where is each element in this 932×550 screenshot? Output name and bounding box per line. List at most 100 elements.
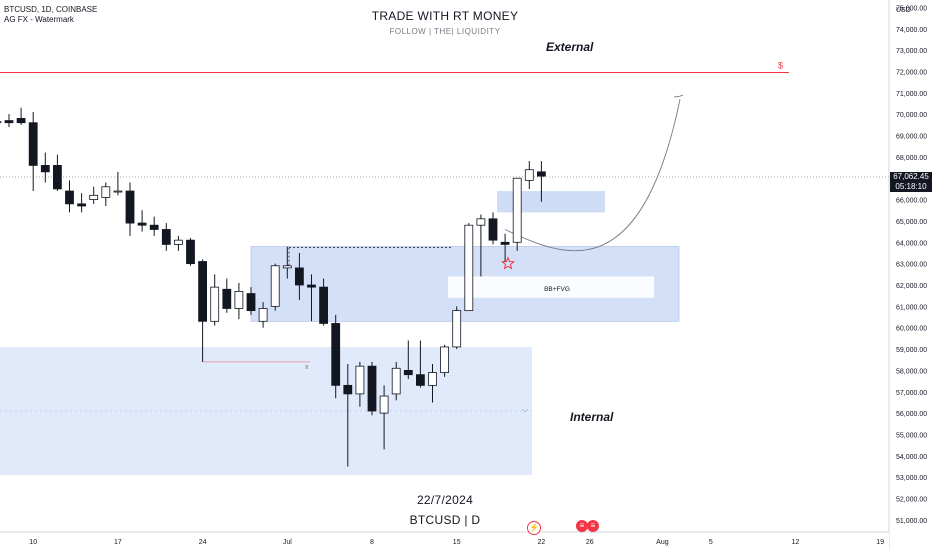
candle — [4, 114, 14, 127]
candle-body — [512, 177, 522, 243]
candle-body — [270, 265, 280, 307]
candle-body — [125, 190, 135, 224]
candle-body — [186, 239, 195, 265]
candle-body — [391, 367, 401, 395]
y-tick-label: 58,000.00 — [896, 368, 927, 375]
y-tick-label: 75,000.00 — [896, 5, 927, 12]
candle-body — [500, 241, 510, 245]
candle-body — [173, 239, 183, 245]
candle-body — [464, 224, 474, 312]
candle-body — [331, 323, 341, 386]
internal-label: Internal — [570, 410, 614, 424]
y-tick-label: 53,000.00 — [896, 475, 927, 482]
candle-body — [198, 261, 208, 322]
candle-body — [258, 308, 268, 322]
candle-body — [294, 267, 304, 286]
external-label: External — [546, 40, 594, 54]
time-axis: 10 17 24 Jul 8 15 22 26 Aug 5 12 19 — [0, 531, 889, 550]
candle-body — [101, 186, 111, 198]
x-tick-label: 19 — [876, 539, 884, 546]
x-tick-label: 15 — [453, 539, 461, 546]
x-tick-label: 5 — [709, 539, 713, 546]
candle — [16, 107, 26, 125]
y-tick-label: 56,000.00 — [896, 411, 927, 418]
x-tick-label: 22 — [538, 539, 546, 546]
candle — [512, 177, 522, 251]
candle-body — [488, 218, 498, 241]
y-tick-label: 70,000.00 — [896, 112, 927, 119]
y-tick-label: 68,000.00 — [896, 155, 927, 162]
candle — [53, 154, 62, 192]
y-tick-label: 60,000.00 — [896, 326, 927, 333]
x-tick-label: 8 — [370, 539, 374, 546]
candle-body — [524, 169, 534, 181]
candle — [355, 361, 365, 407]
candle — [65, 180, 74, 213]
candle — [234, 282, 244, 320]
candle-body — [246, 293, 256, 312]
candle-body — [379, 395, 389, 414]
watermark-date: 22/7/2024 — [416, 493, 474, 507]
line-layer: $x — [0, 61, 889, 413]
candle — [40, 152, 50, 183]
candle — [28, 112, 38, 192]
us-flag-icon[interactable]: ≡ — [587, 520, 599, 532]
y-tick-label: 64,000.00 — [896, 240, 927, 247]
indicator-label[interactable]: AG FX - Watermark — [4, 15, 74, 24]
y-tick-label: 72,000.00 — [896, 69, 927, 76]
y-tick-label: 57,000.00 — [896, 390, 927, 397]
internal-chevron-icon — [521, 408, 529, 413]
candle-body — [343, 384, 353, 395]
y-tick-label: 65,000.00 — [896, 219, 927, 226]
x-tick-label: 24 — [199, 539, 207, 546]
dollar-label: $ — [778, 61, 783, 71]
fvg-label: BB+FVG — [544, 286, 570, 293]
candle — [198, 259, 208, 362]
candle-body — [319, 286, 329, 324]
event-icon[interactable]: ⚡ — [527, 521, 541, 535]
arrow-head-icon — [673, 94, 684, 98]
candle-body — [234, 291, 244, 309]
candle-body — [452, 310, 462, 348]
candle — [391, 361, 401, 401]
candle-body — [65, 190, 74, 205]
candle-body — [40, 165, 50, 173]
candle-body — [282, 265, 292, 269]
candle — [440, 344, 450, 377]
candle — [428, 364, 437, 403]
us-flag-icon[interactable]: ≡ — [576, 520, 588, 532]
y-tick-label: 69,000.00 — [896, 134, 927, 141]
candle — [173, 235, 183, 251]
y-tick-label: 73,000.00 — [896, 48, 927, 55]
candle-body — [4, 120, 14, 124]
candle-body — [428, 372, 437, 386]
time-axis-bg — [0, 532, 889, 550]
candle — [403, 340, 413, 379]
candle-body — [367, 365, 377, 412]
watermark-subtitle: FOLLOW | THE| LIQUIDITY — [389, 27, 501, 36]
current-price-tag: 67,062.45 05:18:10 — [890, 172, 932, 192]
candle — [186, 238, 195, 266]
candle-body — [16, 118, 26, 124]
candle-body — [149, 224, 159, 230]
y-tick-label: 61,000.00 — [896, 304, 927, 311]
candle-body — [415, 374, 425, 386]
candle — [113, 171, 123, 196]
candle-body — [210, 286, 220, 322]
candle — [319, 278, 329, 326]
candle-body — [89, 194, 99, 200]
x-tick-label: 10 — [29, 539, 37, 546]
candle-body — [113, 190, 123, 193]
candle — [137, 210, 147, 232]
candle — [452, 306, 462, 350]
y-tick-label: 59,000.00 — [896, 347, 927, 354]
candle — [294, 252, 304, 300]
candle-body — [28, 122, 38, 166]
candle — [343, 364, 353, 467]
currency-label: USD — [896, 7, 911, 14]
candle — [379, 385, 389, 450]
candle — [537, 161, 546, 202]
